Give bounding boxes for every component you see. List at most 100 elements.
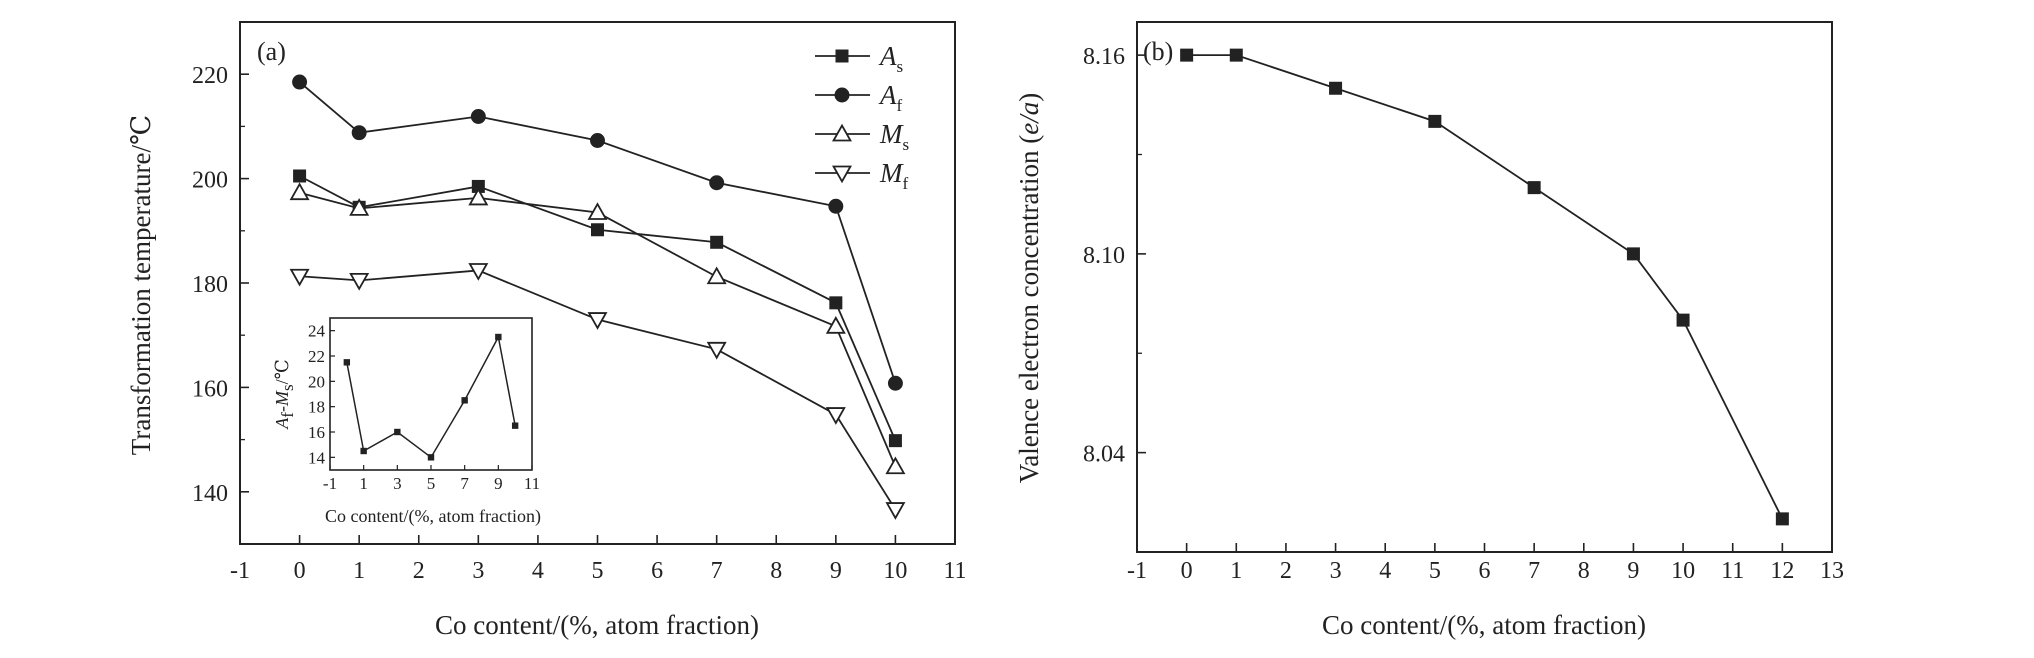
chart-a-series-0-point — [591, 223, 604, 237]
chart-a-x-axis-label: Co content/(%, atom fraction) — [435, 610, 759, 640]
inset-series-point — [461, 397, 468, 404]
chart-b-x-tick-label: -1 — [1127, 558, 1147, 584]
chart-a-x-tick-label: 4 — [532, 558, 544, 584]
legend-label-1: Af — [878, 80, 903, 115]
chart-a-panel-label: (a) — [257, 37, 286, 66]
chart-a-series-3-point — [349, 272, 370, 291]
chart-a-y-axis-label: Transformation temperature/℃ — [126, 115, 156, 455]
chart-a-series-3-point — [885, 502, 906, 520]
chart-b-x-tick-label: 12 — [1770, 558, 1794, 584]
inset-frame — [329, 317, 533, 471]
chart-a-series-2-point — [587, 202, 608, 220]
chart-a-x-tick-label: 1 — [353, 558, 365, 584]
chart-a-x-tick-label: 2 — [413, 558, 425, 584]
chart-b-frame — [1136, 21, 1833, 553]
chart-b: (b) Co content/(%, atom fraction) Valenc… — [1014, 21, 1844, 640]
chart-b-series-point — [1527, 181, 1541, 195]
chart-a-series-1-point — [828, 198, 844, 214]
chart-b-y-tick-label: 8.16 — [1083, 44, 1125, 70]
chart-b-x-tick-label: 2 — [1280, 558, 1292, 584]
inset-series-point — [511, 422, 519, 429]
inset-series-point — [360, 447, 367, 455]
chart-b-x-tick-label: 5 — [1429, 558, 1441, 584]
inset-x-tick-label: 3 — [393, 474, 402, 493]
chart-a-series-2-point — [289, 182, 310, 201]
chart-a-series-2-point — [468, 187, 489, 206]
inset-x-tick-label: 11 — [524, 474, 540, 493]
inset-y-tick-label: 16 — [308, 423, 325, 442]
chart-b-x-tick-label: 4 — [1379, 558, 1391, 584]
legend-label-2: Ms — [879, 119, 909, 154]
chart-a-series-3-point — [825, 407, 846, 425]
chart-b-series-point — [1180, 48, 1194, 62]
chart-a-series-0-point — [888, 434, 902, 448]
inset-x-tick-label: 9 — [494, 474, 503, 493]
chart-a-series-1-point — [292, 74, 308, 90]
chart-a: (a) Co content/(%, atom fraction) Transf… — [126, 21, 967, 640]
chart-b-x-tick-label: 1 — [1230, 558, 1242, 584]
chart-a-series-1-point — [709, 175, 725, 191]
chart-b-x-tick-label: 6 — [1479, 558, 1491, 584]
inset-x-axis-label: Co content/(%, atom fraction) — [325, 506, 541, 527]
chart-b-series-point — [1775, 512, 1789, 526]
chart-b-x-tick-label: 3 — [1330, 558, 1342, 584]
chart-a-series-0-point — [471, 179, 485, 193]
chart-a-x-tick-label: 3 — [472, 558, 484, 584]
chart-a-series-0-point — [710, 235, 724, 249]
chart-b-x-tick-label: 13 — [1820, 558, 1844, 584]
chart-b-series-point — [1676, 313, 1690, 327]
inset-y-tick-label: 14 — [308, 448, 326, 467]
legend-marker-1 — [834, 87, 850, 103]
inset-y-tick-label: 24 — [308, 322, 326, 341]
inset-y-axis-label: Af-Ms/℃ — [272, 359, 297, 429]
inset-y-tick-label: 22 — [308, 347, 325, 366]
chart-a-y-tick-label: 220 — [192, 63, 228, 89]
inset-y-tick-label: 18 — [308, 398, 325, 417]
legend-label-0: As — [878, 41, 903, 76]
chart-a-series-3-point — [587, 312, 608, 330]
inset-series-point — [394, 428, 401, 436]
chart-b-x-tick-label: 11 — [1721, 558, 1744, 584]
chart-a-x-tick-label: 9 — [830, 558, 842, 584]
chart-a-series-3-point — [289, 268, 310, 287]
chart-a-y-tick-label: 140 — [192, 481, 228, 507]
chart-a-x-tick-label: 10 — [883, 558, 907, 584]
legend-label-3: Mf — [879, 158, 909, 193]
legend-marker-0 — [835, 49, 849, 63]
chart-b-x-tick-label: 9 — [1627, 558, 1639, 584]
chart-b-x-tick-label: 10 — [1671, 558, 1695, 584]
chart-a-x-tick-label: 11 — [943, 558, 966, 584]
inset-x-tick-label: 7 — [460, 474, 469, 493]
chart-b-series-point — [1229, 48, 1243, 62]
chart-b-series-line — [1186, 54, 1784, 520]
chart-a-series-1-point — [887, 375, 903, 391]
inset-x-tick-label: -1 — [323, 474, 337, 493]
inset-y-tick-label: 20 — [308, 372, 325, 391]
chart-a-x-tick-label: 8 — [770, 558, 782, 584]
inset-x-tick-label: 5 — [427, 474, 436, 493]
chart-a-x-tick-label: 0 — [294, 558, 306, 584]
chart-a-series-1-point — [470, 109, 486, 124]
chart-a-series-3-point — [468, 263, 489, 281]
chart-a-series-2-point — [706, 266, 727, 285]
chart-a-series-1-point — [351, 125, 367, 141]
chart-b-series-point — [1329, 81, 1343, 95]
chart-a-x-tick-label: -1 — [230, 558, 250, 584]
chart-a-series-0-point — [829, 296, 843, 310]
inset-series-point — [495, 333, 502, 341]
chart-a-series-1-point — [590, 133, 605, 148]
chart-b-y-tick-label: 8.10 — [1083, 243, 1125, 269]
chart-b-x-tick-label: 8 — [1578, 558, 1590, 584]
chart-a-x-tick-label: 5 — [592, 558, 604, 584]
chart-a-series-2-point — [825, 316, 846, 334]
chart-a-series-3-point — [706, 341, 727, 360]
inset-series-point — [343, 359, 351, 366]
chart-b-x-axis-label: Co content/(%, atom fraction) — [1322, 610, 1646, 640]
chart-a-x-tick-label: 7 — [711, 558, 723, 584]
chart-b-y-axis-label: Valence electron concentration (e/a) — [1014, 93, 1044, 484]
chart-b-panel-label: (b) — [1143, 37, 1173, 66]
chart-a-y-tick-label: 180 — [192, 272, 228, 298]
inset-series-point — [427, 454, 435, 461]
